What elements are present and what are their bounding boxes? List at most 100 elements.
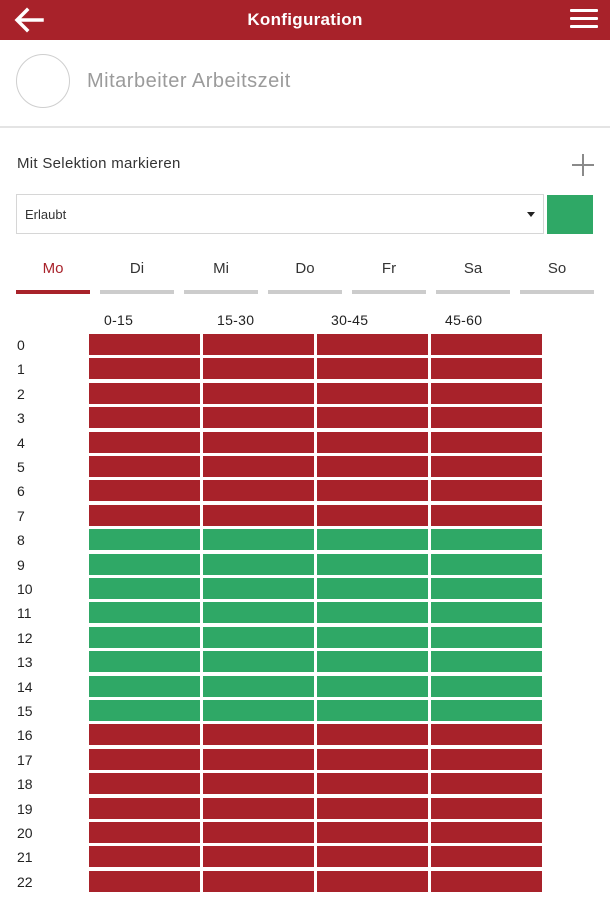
time-slot-cell[interactable] bbox=[317, 748, 428, 770]
time-slot-cell[interactable] bbox=[89, 504, 200, 526]
time-slot-cell[interactable] bbox=[89, 358, 200, 380]
time-slot-cell[interactable] bbox=[317, 407, 428, 429]
time-slot-cell[interactable] bbox=[89, 651, 200, 673]
time-slot-cell[interactable] bbox=[317, 504, 428, 526]
time-slot-cell[interactable] bbox=[431, 724, 542, 746]
time-slot-cell[interactable] bbox=[317, 529, 428, 551]
time-slot-cell[interactable] bbox=[317, 578, 428, 599]
time-slot-cell[interactable] bbox=[89, 578, 200, 599]
time-slot-cell[interactable] bbox=[203, 407, 314, 429]
time-slot-cell[interactable] bbox=[317, 724, 428, 746]
tab-do[interactable]: Do bbox=[268, 258, 342, 294]
time-slot-cell[interactable] bbox=[203, 578, 314, 599]
time-slot-cell[interactable] bbox=[89, 822, 200, 843]
back-button[interactable] bbox=[12, 6, 46, 34]
time-slot-cell[interactable] bbox=[317, 602, 428, 624]
time-slot-cell[interactable] bbox=[203, 797, 314, 819]
time-slot-cell[interactable] bbox=[89, 870, 200, 892]
time-slot-cell[interactable] bbox=[431, 407, 542, 429]
time-slot-cell[interactable] bbox=[203, 602, 314, 624]
time-slot-cell[interactable] bbox=[89, 626, 200, 648]
time-slot-cell[interactable] bbox=[203, 626, 314, 648]
time-slot-cell[interactable] bbox=[317, 700, 428, 721]
time-slot-cell[interactable] bbox=[203, 529, 314, 551]
time-slot-cell[interactable] bbox=[203, 773, 314, 795]
time-slot-cell[interactable] bbox=[203, 382, 314, 404]
tab-mi[interactable]: Mi bbox=[184, 258, 258, 294]
time-slot-cell[interactable] bbox=[89, 334, 200, 355]
time-slot-cell[interactable] bbox=[203, 456, 314, 477]
time-slot-cell[interactable] bbox=[203, 431, 314, 453]
tab-so[interactable]: So bbox=[520, 258, 594, 294]
tab-mo[interactable]: Mo bbox=[16, 258, 90, 294]
time-slot-cell[interactable] bbox=[317, 334, 428, 355]
time-slot-cell[interactable] bbox=[89, 456, 200, 477]
avatar[interactable] bbox=[16, 54, 70, 108]
time-slot-cell[interactable] bbox=[431, 431, 542, 453]
tab-fr[interactable]: Fr bbox=[352, 258, 426, 294]
time-slot-cell[interactable] bbox=[317, 553, 428, 575]
time-slot-cell[interactable] bbox=[317, 870, 428, 892]
time-slot-cell[interactable] bbox=[317, 822, 428, 843]
time-slot-cell[interactable] bbox=[203, 748, 314, 770]
time-slot-cell[interactable] bbox=[203, 334, 314, 355]
time-slot-cell[interactable] bbox=[317, 846, 428, 868]
time-slot-cell[interactable] bbox=[203, 553, 314, 575]
time-slot-cell[interactable] bbox=[89, 480, 200, 502]
time-slot-cell[interactable] bbox=[431, 846, 542, 868]
time-slot-cell[interactable] bbox=[203, 480, 314, 502]
time-slot-cell[interactable] bbox=[431, 382, 542, 404]
color-swatch[interactable] bbox=[547, 195, 593, 234]
time-slot-cell[interactable] bbox=[203, 675, 314, 697]
time-slot-cell[interactable] bbox=[431, 504, 542, 526]
time-slot-cell[interactable] bbox=[431, 602, 542, 624]
time-slot-cell[interactable] bbox=[203, 870, 314, 892]
time-slot-cell[interactable] bbox=[89, 748, 200, 770]
time-slot-cell[interactable] bbox=[89, 382, 200, 404]
time-slot-cell[interactable] bbox=[89, 675, 200, 697]
time-slot-cell[interactable] bbox=[431, 626, 542, 648]
time-slot-cell[interactable] bbox=[89, 553, 200, 575]
time-slot-cell[interactable] bbox=[431, 553, 542, 575]
time-slot-cell[interactable] bbox=[89, 407, 200, 429]
time-slot-cell[interactable] bbox=[89, 700, 200, 721]
time-slot-cell[interactable] bbox=[203, 504, 314, 526]
time-slot-cell[interactable] bbox=[203, 700, 314, 721]
time-slot-cell[interactable] bbox=[431, 334, 542, 355]
time-slot-cell[interactable] bbox=[317, 773, 428, 795]
time-slot-cell[interactable] bbox=[431, 675, 542, 697]
time-slot-cell[interactable] bbox=[203, 822, 314, 843]
time-slot-cell[interactable] bbox=[317, 797, 428, 819]
time-slot-cell[interactable] bbox=[203, 358, 314, 380]
time-slot-cell[interactable] bbox=[431, 748, 542, 770]
tab-di[interactable]: Di bbox=[100, 258, 174, 294]
time-slot-cell[interactable] bbox=[431, 358, 542, 380]
time-slot-cell[interactable] bbox=[317, 480, 428, 502]
time-slot-cell[interactable] bbox=[89, 431, 200, 453]
time-slot-cell[interactable] bbox=[317, 358, 428, 380]
time-slot-cell[interactable] bbox=[89, 529, 200, 551]
time-slot-cell[interactable] bbox=[89, 773, 200, 795]
time-slot-cell[interactable] bbox=[89, 724, 200, 746]
time-slot-cell[interactable] bbox=[317, 456, 428, 477]
time-slot-cell[interactable] bbox=[431, 870, 542, 892]
time-slot-cell[interactable] bbox=[431, 480, 542, 502]
time-slot-cell[interactable] bbox=[431, 578, 542, 599]
permission-select[interactable]: Erlaubt bbox=[16, 194, 544, 234]
time-slot-cell[interactable] bbox=[89, 797, 200, 819]
add-button[interactable] bbox=[571, 153, 595, 177]
time-slot-cell[interactable] bbox=[431, 822, 542, 843]
time-slot-cell[interactable] bbox=[89, 602, 200, 624]
time-slot-cell[interactable] bbox=[317, 651, 428, 673]
time-slot-cell[interactable] bbox=[203, 846, 314, 868]
time-slot-cell[interactable] bbox=[89, 846, 200, 868]
tab-sa[interactable]: Sa bbox=[436, 258, 510, 294]
time-slot-cell[interactable] bbox=[317, 626, 428, 648]
time-slot-cell[interactable] bbox=[317, 382, 428, 404]
time-slot-cell[interactable] bbox=[431, 773, 542, 795]
time-slot-cell[interactable] bbox=[431, 700, 542, 721]
time-slot-cell[interactable] bbox=[317, 431, 428, 453]
time-slot-cell[interactable] bbox=[431, 651, 542, 673]
time-slot-cell[interactable] bbox=[203, 724, 314, 746]
time-slot-cell[interactable] bbox=[203, 651, 314, 673]
